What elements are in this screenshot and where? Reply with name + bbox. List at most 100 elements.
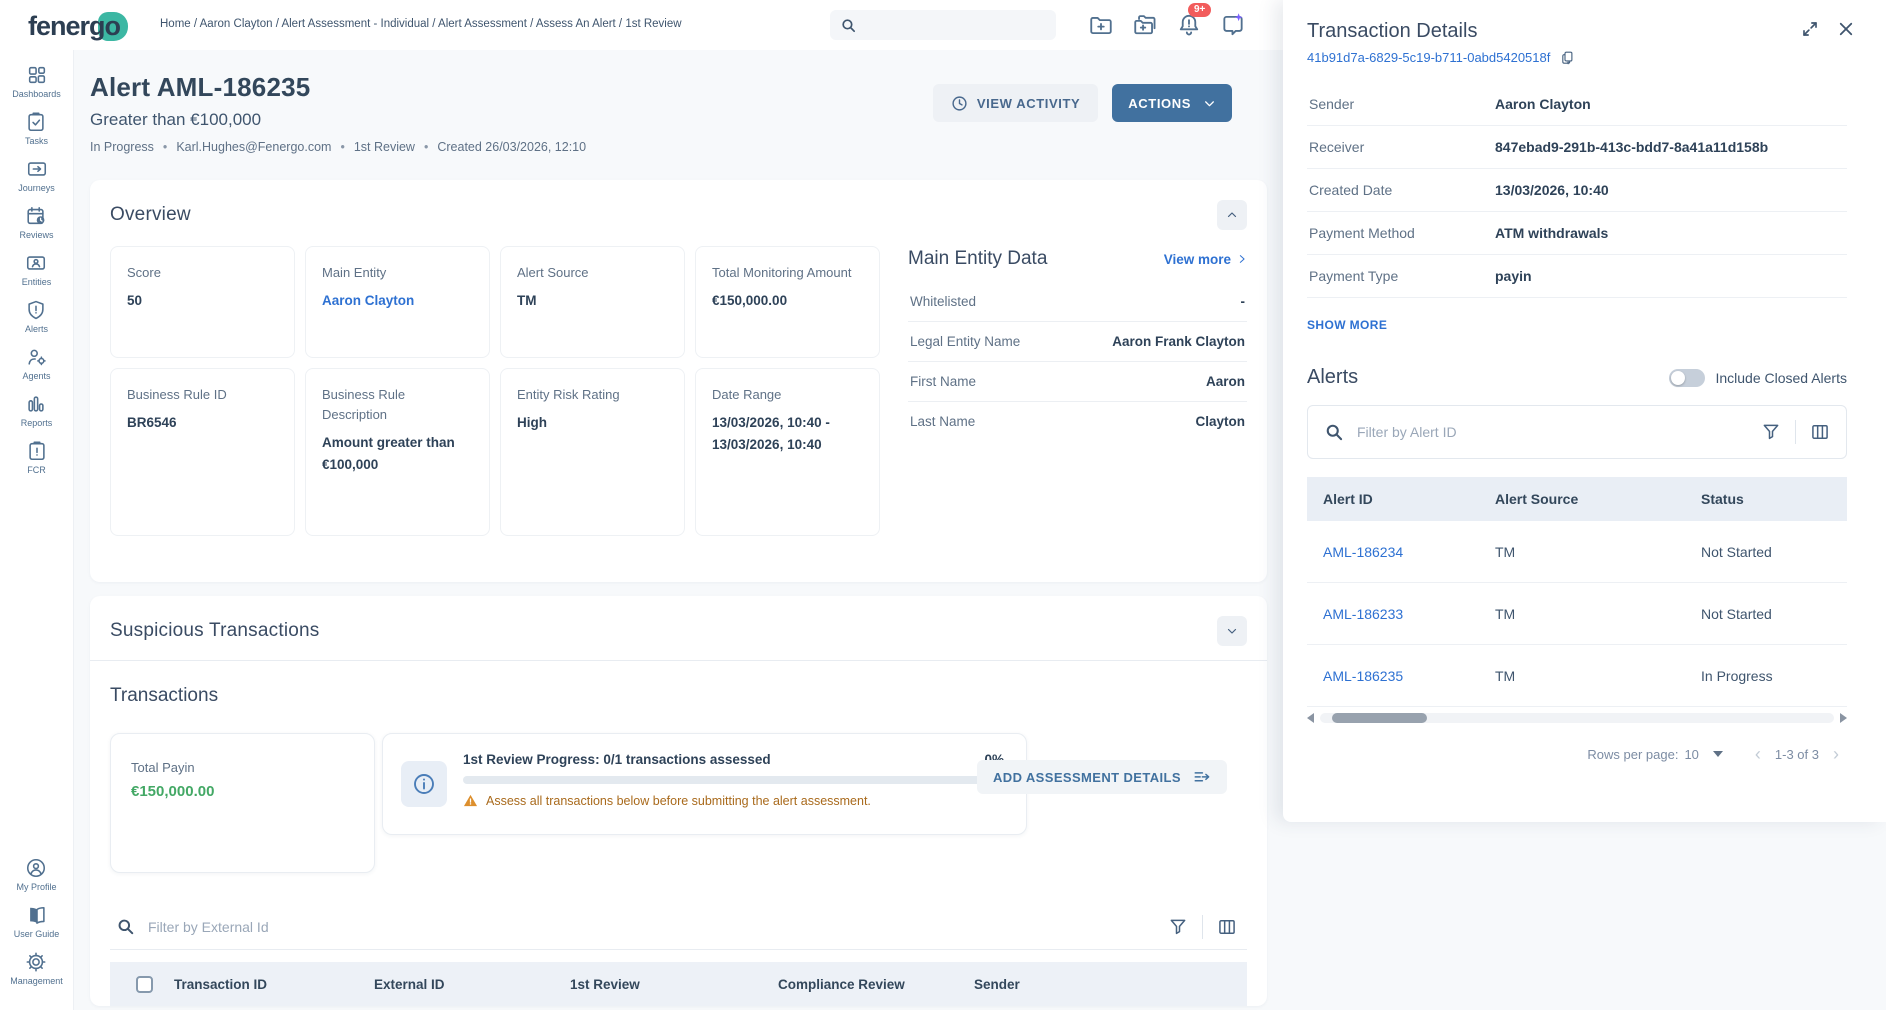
fenergo-logo[interactable]: fenergo — [28, 8, 129, 44]
list-arrow-icon — [1193, 768, 1211, 786]
overview-tile-alert-source: Alert Source TM — [500, 246, 685, 358]
breadcrumb[interactable]: Home / Aaron Clayton / Alert Assessment … — [160, 18, 682, 30]
sidebar-item-my-profile[interactable]: My Profile — [16, 857, 57, 892]
overview-tile-rule-description: Business Rule Description Amount greater… — [305, 368, 490, 536]
sidebar-item-management[interactable]: Management — [10, 951, 63, 986]
search-icon — [1324, 422, 1344, 442]
icon-divider — [1202, 914, 1203, 939]
sidebar-item-journeys[interactable]: Journeys — [18, 158, 55, 193]
new-folder-icon[interactable] — [1088, 12, 1114, 38]
panel-title: Transaction Details — [1307, 20, 1478, 42]
sidebar-item-fcr[interactable]: FCR — [26, 440, 48, 475]
alert-row[interactable]: AML-186233 TM Not Started — [1307, 583, 1847, 645]
entity-row-first-name: First Name Aaron — [908, 362, 1247, 402]
main-entity-link[interactable]: Aaron Clayton — [322, 293, 415, 309]
expand-icon[interactable] — [1801, 20, 1819, 38]
dashboards-grid-icon — [26, 64, 48, 86]
scroll-right-arrow[interactable] — [1840, 713, 1847, 723]
overview-section: Overview Score 50 Main Entity Aaron Clay… — [90, 180, 1267, 582]
overview-tile-date-range: Date Range 13/03/2026, 10:40 - 13/03/202… — [695, 368, 880, 536]
status-text: Not Started — [1701, 543, 1772, 560]
toggle-label: Include Closed Alerts — [1715, 369, 1847, 386]
rows-per-page-value[interactable]: 10 — [1684, 746, 1699, 762]
page-title: Alert AML-186235 — [90, 72, 311, 102]
journeys-folder-arrow-icon — [26, 158, 48, 180]
clock-icon — [951, 95, 968, 112]
sender-link[interactable]: Aaron Clayton — [1495, 96, 1591, 112]
management-gear-icon — [25, 951, 47, 973]
columns-icon[interactable] — [1810, 422, 1830, 442]
assistant-chat-icon[interactable] — [1220, 12, 1246, 38]
icon-divider — [1795, 420, 1796, 444]
previous-page-chevron[interactable]: ‹ — [1754, 744, 1761, 764]
horizontal-scrollbar[interactable] — [1307, 711, 1847, 725]
review-progress-card: 1st Review Progress: 0/1 transactions as… — [382, 733, 1027, 835]
rows-per-page-label: Rows per page: — [1587, 746, 1679, 762]
alerts-filter-input[interactable] — [1357, 424, 1761, 440]
reviews-calendar-clock-icon — [25, 205, 47, 227]
sidebar-item-alerts[interactable]: Alerts — [25, 299, 48, 334]
sidebar-item-user-guide[interactable]: User Guide — [14, 904, 59, 939]
close-icon[interactable] — [1837, 20, 1855, 38]
alerts-section-title: Alerts — [1307, 366, 1359, 388]
copy-icon[interactable] — [1560, 50, 1575, 65]
overview-collapse-button[interactable] — [1217, 200, 1247, 230]
status-text: In Progress — [90, 140, 154, 154]
sidebar-item-reviews[interactable]: Reviews — [19, 205, 54, 240]
sidebar-item-agents[interactable]: Agents — [22, 346, 51, 381]
scrollbar-thumb[interactable] — [1332, 713, 1427, 723]
total-payin-card: Total Payin €150,000.00 — [110, 733, 375, 873]
select-all-checkbox[interactable] — [136, 975, 153, 993]
notification-badge: 9+ — [1188, 3, 1212, 17]
show-more-link[interactable]: SHOW MORE — [1307, 318, 1388, 332]
rows-per-page-caret-icon[interactable] — [1712, 751, 1723, 757]
chevron-down-icon — [1226, 625, 1238, 637]
filter-funnel-icon[interactable] — [1761, 422, 1781, 442]
warning-triangle-icon — [463, 793, 478, 808]
next-page-chevron[interactable]: › — [1833, 744, 1839, 764]
profile-avatar-icon — [25, 857, 47, 879]
alerts-filter-bar — [1307, 405, 1847, 459]
global-search-input[interactable] — [870, 17, 1051, 33]
include-closed-alerts-toggle[interactable] — [1669, 368, 1706, 387]
alert-row[interactable]: AML-186235 TM In Progress — [1307, 645, 1847, 707]
alert-id-link[interactable]: AML-186235 — [1323, 667, 1404, 684]
transactions-filter-bar — [110, 904, 1247, 950]
alert-id-link[interactable]: AML-186233 — [1323, 605, 1404, 622]
view-activity-button[interactable]: VIEW ACTIVITY — [932, 84, 1099, 122]
filter-funnel-icon[interactable] — [1168, 917, 1188, 937]
alert-id-link[interactable]: AML-186234 — [1323, 543, 1404, 560]
main-content: Alert AML-186235 Greater than €100,000 I… — [74, 50, 1283, 1010]
folder-group-icon[interactable] — [1132, 12, 1158, 38]
notifications-bell-icon[interactable]: 9+ — [1176, 3, 1212, 38]
alert-meta: In Progress Karl.Hughes@Fenergo.com 1st … — [90, 140, 586, 154]
entities-folder-person-icon — [25, 252, 47, 274]
overview-tile-score: Score 50 — [110, 246, 295, 358]
alerts-shield-icon — [25, 299, 47, 321]
add-assessment-details-button[interactable]: ADD ASSESSMENT DETAILS — [977, 760, 1227, 794]
chevron-down-icon — [1203, 97, 1216, 110]
global-search[interactable] — [830, 10, 1056, 40]
transactions-filter-input[interactable] — [148, 918, 1168, 935]
overview-tile-main-entity: Main Entity Aaron Clayton — [305, 246, 490, 358]
alerts-table-header: Alert ID Alert Source Status — [1307, 477, 1847, 521]
page-range: 1-3 of 3 — [1774, 746, 1819, 762]
actions-button[interactable]: ACTIONS — [1112, 84, 1232, 122]
scrollbar-track[interactable] — [1320, 713, 1834, 723]
fcr-clipboard-alert-icon — [26, 440, 48, 462]
main-entity-data-panel: Main Entity Data View more Whitelisted -… — [896, 246, 1247, 536]
main-entity-data-title: Main Entity Data — [908, 248, 1048, 269]
detail-row-sender: Sender Aaron Clayton — [1307, 83, 1847, 126]
alert-row[interactable]: AML-186234 TM Not Started — [1307, 521, 1847, 583]
suspicious-collapse-button[interactable] — [1217, 616, 1247, 646]
columns-icon[interactable] — [1217, 917, 1237, 937]
search-icon — [840, 17, 857, 34]
scroll-left-arrow[interactable] — [1307, 713, 1314, 723]
detail-row-payment-method: Payment Method ATM withdrawals — [1307, 212, 1847, 255]
sidebar-item-dashboards[interactable]: Dashboards — [12, 64, 61, 99]
sidebar-item-tasks[interactable]: Tasks — [25, 111, 48, 146]
view-more-link[interactable]: View more — [1164, 252, 1247, 267]
sidebar-item-reports[interactable]: Reports — [21, 393, 52, 428]
transaction-id-link[interactable]: 41b91d7a-6829-5c19-b711-0abd5420518f — [1307, 50, 1551, 65]
sidebar-item-entities[interactable]: Entities — [22, 252, 51, 287]
